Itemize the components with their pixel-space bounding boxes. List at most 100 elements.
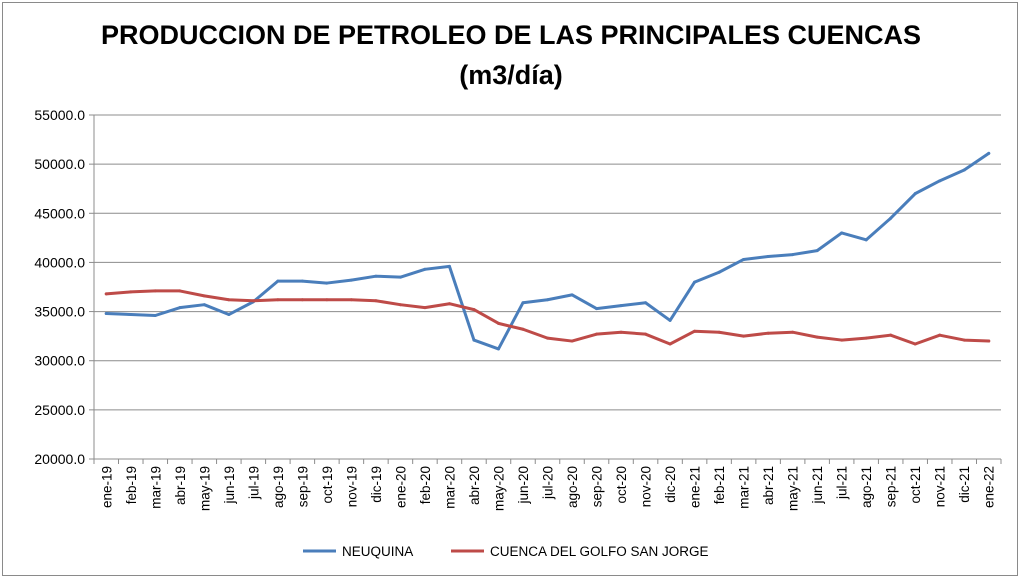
y-tick-label: 40000.0 <box>34 254 85 270</box>
data-point <box>521 301 525 305</box>
y-axis-ticks: 20000.0 25000.0 30000.0 35000.0 40000.0 45000… <box>34 107 85 467</box>
data-point <box>668 318 672 322</box>
data-point <box>202 294 206 298</box>
x-tick-label: ene-20 <box>393 466 408 508</box>
x-tick-label: feb-21 <box>712 466 727 504</box>
data-point <box>423 306 427 310</box>
data-point <box>791 330 795 334</box>
data-point <box>962 168 966 172</box>
data-point <box>742 334 746 338</box>
legend-label: CUENCA DEL GOLFO SAN JORGE <box>490 544 709 559</box>
data-point <box>644 301 648 305</box>
x-tick-label: nov-19 <box>344 466 359 507</box>
data-point <box>962 338 966 342</box>
data-point <box>300 279 304 283</box>
data-point <box>815 249 819 253</box>
data-point <box>472 308 476 312</box>
legend-label: NEUQUINA <box>342 544 413 559</box>
data-point <box>791 253 795 257</box>
grid <box>94 114 1001 411</box>
x-tick-label: jul-21 <box>835 466 850 500</box>
data-point <box>129 313 133 317</box>
data-point <box>815 335 819 339</box>
data-point <box>374 299 378 303</box>
data-point <box>325 298 329 302</box>
data-point <box>447 302 451 306</box>
axes <box>89 114 1002 464</box>
data-point <box>742 257 746 261</box>
x-tick-label: oct-20 <box>614 466 629 504</box>
x-tick-label: abr-21 <box>761 466 776 505</box>
x-tick-label: jun-19 <box>222 466 237 505</box>
data-point <box>227 313 231 317</box>
legend: NEUQUINA CUENCA DEL GOLFO SAN JORGE <box>303 544 709 559</box>
x-tick-label: nov-20 <box>639 466 654 507</box>
x-tick-label: nov-21 <box>933 466 948 507</box>
x-tick-label: dic-21 <box>957 466 972 503</box>
series-lines <box>104 151 991 351</box>
x-tick-label: ago-21 <box>859 466 874 508</box>
data-point <box>938 179 942 183</box>
x-tick-label: ene-21 <box>688 466 703 508</box>
data-point <box>717 270 721 274</box>
data-point <box>864 336 868 340</box>
x-tick-label: sep-19 <box>295 466 310 507</box>
data-point <box>546 298 549 302</box>
series-line-0 <box>104 151 991 351</box>
x-tick-label: may-21 <box>786 466 801 511</box>
data-point <box>595 332 599 336</box>
data-point <box>398 275 402 279</box>
chart-title: PRODUCCION DE PETROLEO DE LAS PRINCIPALE… <box>101 20 921 50</box>
data-point <box>864 238 868 242</box>
x-tick-label: ene-19 <box>99 466 114 508</box>
data-point <box>693 280 697 284</box>
x-tick-label: mar-19 <box>148 466 163 509</box>
x-tick-label: mar-20 <box>442 466 457 509</box>
data-point <box>938 333 942 337</box>
data-point <box>153 289 157 293</box>
x-axis-ticks: ene-19 feb-19 mar-19 abr-19 may-19 jun-19 jul-… <box>99 466 996 511</box>
x-tick-label: ene-22 <box>982 466 997 508</box>
x-tick-label: ago-20 <box>565 466 580 508</box>
data-point <box>104 312 108 316</box>
data-point <box>325 281 329 285</box>
x-tick-label: oct-21 <box>908 466 923 504</box>
data-point <box>104 292 108 296</box>
data-point <box>178 306 182 310</box>
y-tick-label: 20000.0 <box>34 451 85 467</box>
data-point <box>251 299 255 303</box>
data-point <box>276 298 280 302</box>
x-tick-label: sep-20 <box>590 466 605 507</box>
data-point <box>398 303 402 307</box>
data-point <box>840 338 844 342</box>
x-tick-label: jun-21 <box>810 466 825 505</box>
data-point <box>570 293 574 297</box>
x-tick-label: feb-20 <box>418 466 433 504</box>
x-tick-label: may-20 <box>491 466 506 511</box>
data-point <box>178 289 182 293</box>
x-tick-label: ago-19 <box>271 466 286 508</box>
data-point <box>595 307 599 311</box>
data-point <box>300 298 304 302</box>
data-point <box>129 290 133 294</box>
x-tick-label: abr-20 <box>467 466 482 505</box>
data-point <box>153 314 157 317</box>
data-point <box>619 330 623 334</box>
x-tick-label: jun-20 <box>516 466 531 505</box>
data-point <box>766 255 770 259</box>
y-tick-label: 45000.0 <box>34 205 85 221</box>
data-point <box>889 216 893 220</box>
data-point <box>472 338 476 342</box>
data-point <box>717 330 721 334</box>
data-point <box>693 329 697 333</box>
data-point <box>913 342 917 346</box>
data-point <box>349 278 353 282</box>
data-point <box>987 339 991 343</box>
data-point <box>644 332 648 336</box>
data-point <box>546 336 549 340</box>
data-point <box>496 347 500 351</box>
data-point <box>447 264 451 268</box>
y-tick-label: 30000.0 <box>34 353 85 369</box>
